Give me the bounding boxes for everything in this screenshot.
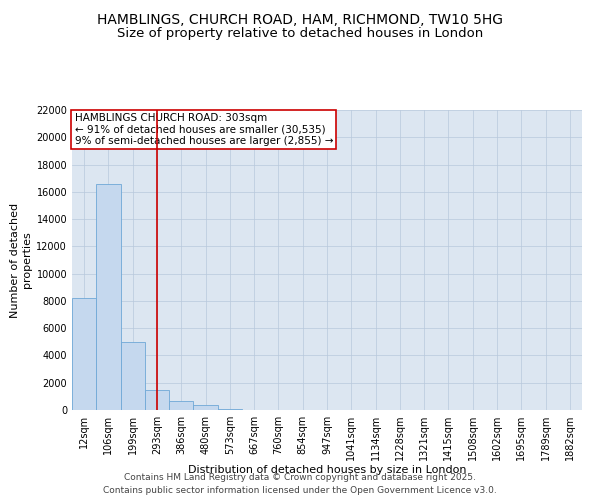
Text: HAMBLINGS CHURCH ROAD: 303sqm
← 91% of detached houses are smaller (30,535)
9% o: HAMBLINGS CHURCH ROAD: 303sqm ← 91% of d… xyxy=(74,113,333,146)
Bar xyxy=(96,184,121,410)
Bar xyxy=(145,390,169,410)
Bar xyxy=(72,298,96,410)
Bar xyxy=(121,342,145,410)
Bar xyxy=(218,408,242,410)
Text: HAMBLINGS, CHURCH ROAD, HAM, RICHMOND, TW10 5HG: HAMBLINGS, CHURCH ROAD, HAM, RICHMOND, T… xyxy=(97,12,503,26)
Bar xyxy=(193,405,218,410)
X-axis label: Distribution of detached houses by size in London: Distribution of detached houses by size … xyxy=(188,464,466,474)
Text: Size of property relative to detached houses in London: Size of property relative to detached ho… xyxy=(117,28,483,40)
Bar xyxy=(169,401,193,410)
Y-axis label: Number of detached
properties: Number of detached properties xyxy=(10,202,32,318)
Text: Contains HM Land Registry data © Crown copyright and database right 2025.
Contai: Contains HM Land Registry data © Crown c… xyxy=(103,474,497,495)
